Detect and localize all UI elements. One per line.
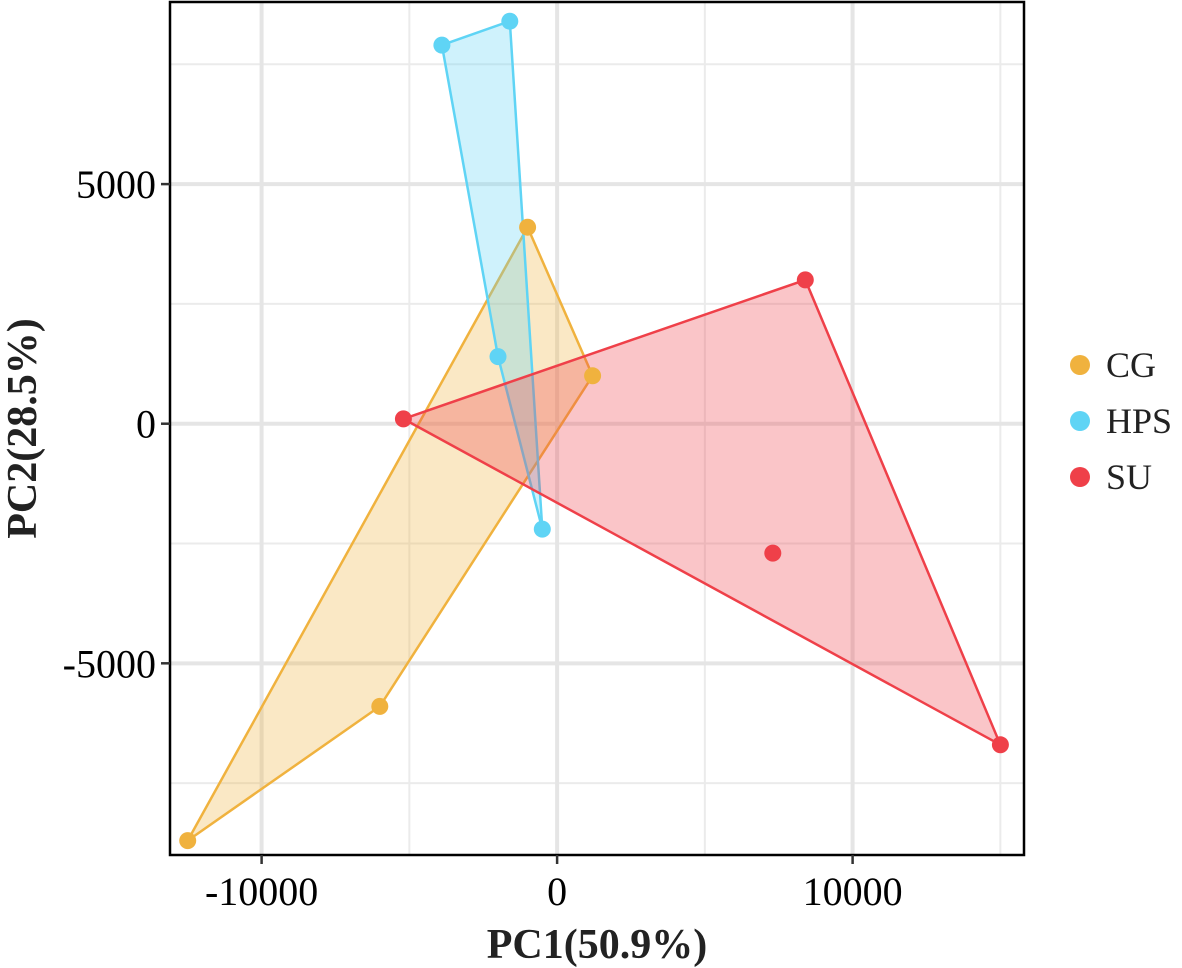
- gridlines: [170, 2, 1024, 855]
- group-hulls: [186, 19, 1002, 842]
- y-axis-title: PC2(28.5%): [0, 318, 46, 538]
- point-cg-0: [519, 218, 537, 236]
- point-cg-1: [584, 367, 602, 385]
- point-su-3: [991, 736, 1009, 754]
- point-hps-1: [501, 12, 519, 30]
- legend-key-su: [1070, 467, 1090, 487]
- point-su-2: [764, 544, 782, 562]
- legend-label-su: SU: [1106, 457, 1152, 497]
- legend: CG HPS SU: [1070, 345, 1172, 497]
- legend-label-hps: HPS: [1106, 401, 1172, 441]
- point-cg-2: [371, 697, 389, 715]
- data-points: [179, 12, 1009, 850]
- x-tick-label-2: 10000: [803, 869, 903, 914]
- axis-tick-labels: -10000 0 10000 -5000 0 5000: [63, 162, 903, 914]
- y-tick-label-1: 0: [136, 402, 156, 447]
- x-tick-label-1: 0: [547, 869, 567, 914]
- point-hps-3: [533, 520, 551, 538]
- point-su-1: [796, 271, 814, 289]
- y-tick-label-0: -5000: [63, 641, 156, 686]
- axis-ticks: [161, 182, 854, 864]
- plot-panel-border: [168, 0, 1026, 857]
- y-tick-label-2: 5000: [76, 162, 156, 207]
- legend-key-cg: [1070, 355, 1090, 375]
- hull-su: [402, 278, 1002, 747]
- x-tick-label-0: -10000: [205, 869, 318, 914]
- hull-cg: [186, 225, 594, 842]
- point-hps-2: [489, 348, 507, 366]
- point-cg-3: [179, 832, 197, 850]
- point-hps-0: [433, 36, 451, 54]
- x-axis-title: PC1(50.9%): [487, 922, 707, 968]
- legend-label-cg: CG: [1106, 345, 1156, 385]
- legend-key-hps: [1070, 411, 1090, 431]
- point-su-0: [394, 410, 412, 428]
